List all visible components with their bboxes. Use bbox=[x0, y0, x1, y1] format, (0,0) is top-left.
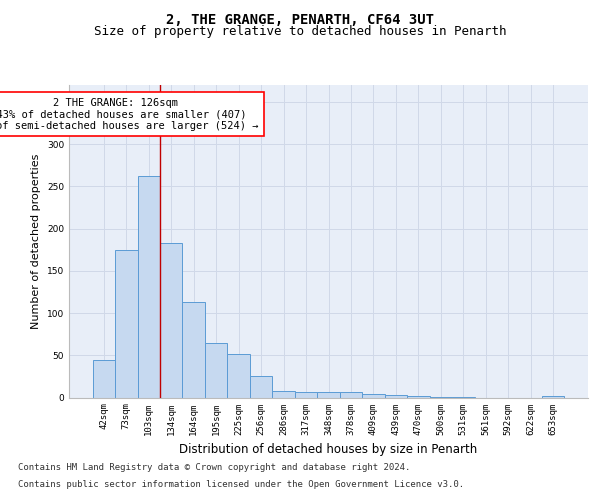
Bar bbox=[115, 250, 137, 398]
Bar bbox=[160, 243, 182, 398]
Bar bbox=[205, 342, 227, 398]
Text: Contains public sector information licensed under the Open Government Licence v3: Contains public sector information licen… bbox=[18, 480, 464, 489]
Text: 2, THE GRANGE, PENARTH, CF64 3UT: 2, THE GRANGE, PENARTH, CF64 3UT bbox=[166, 12, 434, 26]
Y-axis label: Number of detached properties: Number of detached properties bbox=[31, 154, 41, 329]
Text: Contains HM Land Registry data © Crown copyright and database right 2024.: Contains HM Land Registry data © Crown c… bbox=[18, 462, 410, 471]
Text: 2 THE GRANGE: 126sqm
← 43% of detached houses are smaller (407)
56% of semi-deta: 2 THE GRANGE: 126sqm ← 43% of detached h… bbox=[0, 98, 259, 131]
Bar bbox=[227, 354, 250, 398]
Bar bbox=[452, 396, 475, 398]
Bar bbox=[362, 394, 385, 398]
Bar bbox=[340, 392, 362, 398]
X-axis label: Distribution of detached houses by size in Penarth: Distribution of detached houses by size … bbox=[179, 443, 478, 456]
Bar bbox=[272, 390, 295, 398]
Bar bbox=[317, 392, 340, 398]
Bar bbox=[92, 360, 115, 398]
Bar bbox=[182, 302, 205, 398]
Bar bbox=[137, 176, 160, 398]
Text: Size of property relative to detached houses in Penarth: Size of property relative to detached ho… bbox=[94, 25, 506, 38]
Bar bbox=[542, 396, 565, 398]
Bar bbox=[430, 396, 452, 398]
Bar bbox=[407, 396, 430, 398]
Bar bbox=[295, 392, 317, 398]
Bar bbox=[250, 376, 272, 398]
Bar bbox=[385, 395, 407, 398]
